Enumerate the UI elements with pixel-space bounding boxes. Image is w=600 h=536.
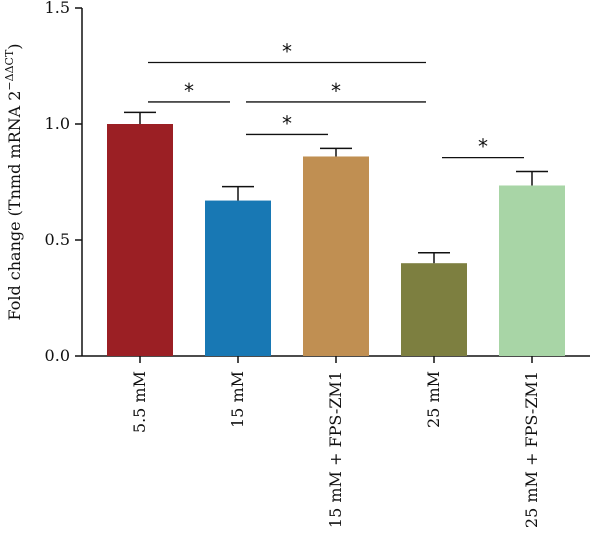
x-category-label: 5.5 mM (130, 371, 149, 433)
x-category-label: 25 mM + FPS-ZM1 (522, 371, 541, 528)
y-axis-label-close: ) (5, 43, 24, 49)
bar (499, 185, 565, 356)
significance-star: * (478, 135, 488, 159)
y-tick-label: 0.5 (45, 230, 70, 249)
significance-star: * (282, 111, 292, 135)
y-tick-label: 1.5 (45, 0, 70, 17)
x-category-label: 15 mM + FPS-ZM1 (326, 371, 345, 528)
significance-star: * (282, 40, 292, 64)
y-tick-label: 1.0 (45, 114, 70, 133)
y-axis-label: Fold change (Tnmd mRNA 2−ΔΔCT) (3, 43, 24, 320)
y-axis: 0.0 0.5 1.0 1.5 (45, 0, 83, 365)
bar (303, 156, 369, 356)
significance-brackets: * * * * * (148, 40, 524, 159)
significance-star: * (184, 79, 194, 103)
y-axis-label-group: Fold change (Tnmd mRNA 2−ΔΔCT) (3, 43, 24, 320)
bar (205, 200, 271, 356)
bar (107, 124, 173, 356)
x-category-label: 15 mM (228, 371, 247, 428)
y-axis-label-superscript: −ΔΔCT (3, 49, 16, 91)
error-bars (124, 111, 548, 264)
x-category-label: 25 mM (424, 371, 443, 428)
bars (107, 124, 565, 356)
bar (401, 263, 467, 356)
y-tick-label: 0.0 (45, 346, 70, 365)
significance-star: * (331, 79, 341, 103)
x-axis: 5.5 mM 15 mM 15 mM + FPS-ZM1 25 mM 25 mM + F… (82, 355, 590, 528)
